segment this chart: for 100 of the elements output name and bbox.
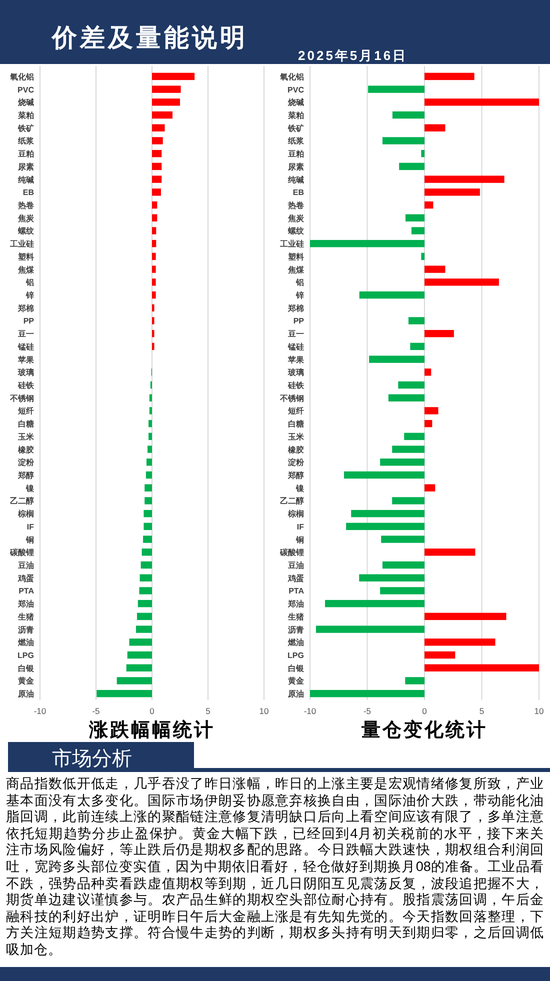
y-tick-label: 螺纹 <box>17 226 34 236</box>
bar <box>142 548 152 556</box>
y-tick-label: 铁矿 <box>17 122 34 133</box>
y-tick-label: IF <box>296 522 304 532</box>
y-tick-label: 郑棉 <box>287 304 304 313</box>
y-tick-label: PTA <box>288 586 304 596</box>
y-tick-label: 玻璃 <box>17 367 34 378</box>
text: 量仓变化统计 <box>360 719 488 741</box>
y-tick-label: 豆粕 <box>287 150 304 159</box>
bar <box>381 536 424 543</box>
bar <box>152 150 162 158</box>
bar <box>359 291 424 299</box>
y-tick-label: 橡胶 <box>287 445 304 454</box>
y-tick-label: 焦炭 <box>287 214 305 223</box>
y-tick-label: 乙二醇 <box>10 496 34 506</box>
bar <box>424 484 436 492</box>
y-tick-label: EB <box>292 188 304 198</box>
bar <box>424 124 446 132</box>
bar <box>421 252 424 260</box>
y-tick-label: 黄金 <box>287 676 305 686</box>
y-tick-label: 塑料 <box>287 251 304 262</box>
bar <box>424 72 474 80</box>
y-tick-label: 纯碱 <box>17 175 34 184</box>
y-tick-label: 棕榈 <box>17 510 34 519</box>
y-tick-label: 纸浆 <box>287 136 304 146</box>
y-tick-label: 锌 <box>295 291 304 300</box>
y-tick-label: PVC <box>18 85 34 94</box>
bar <box>392 111 424 119</box>
y-tick-label: 镍 <box>25 484 35 493</box>
bar <box>152 124 165 132</box>
bar <box>410 342 424 350</box>
y-tick-label: 纸浆 <box>17 136 34 146</box>
y-tick-label: 螺纹 <box>287 226 304 236</box>
bar <box>424 664 539 672</box>
bar <box>152 188 161 196</box>
bar <box>148 432 152 440</box>
bar <box>424 98 539 106</box>
y-tick-label: 焦煤 <box>287 265 305 274</box>
x-tick-label: -5 <box>363 706 372 716</box>
bar <box>149 407 152 414</box>
bar <box>392 446 424 453</box>
bar <box>398 381 424 389</box>
y-tick-label: 燃油 <box>287 638 304 648</box>
bar <box>380 587 424 594</box>
y-tick-label: 乙二醇 <box>280 496 304 506</box>
y-tick-label: 苹果 <box>287 355 305 364</box>
y-tick-label: 沥青 <box>17 625 34 634</box>
y-tick-label: 沥青 <box>287 625 304 634</box>
bar <box>146 471 152 479</box>
y-tick-label: 碳酸锂 <box>279 548 304 558</box>
bar <box>152 278 156 286</box>
bar <box>424 266 446 273</box>
y-tick-label: 黄金 <box>17 676 35 686</box>
bar <box>144 497 152 504</box>
y-tick-label: 烧碱 <box>17 98 34 108</box>
y-tick-label: 苹果 <box>17 355 35 364</box>
bar <box>152 227 156 234</box>
bar <box>152 240 156 248</box>
y-tick-label: 郑棉 <box>17 304 34 313</box>
bar <box>152 291 156 299</box>
y-tick-label: 玻璃 <box>287 367 304 378</box>
y-tick-label: LPG <box>18 651 34 660</box>
y-tick-label: 白银 <box>18 664 35 673</box>
bar <box>127 651 152 659</box>
y-tick-label: 橡胶 <box>17 445 34 454</box>
y-tick-label: 尿素 <box>17 162 34 172</box>
y-tick-label: 锌 <box>25 291 34 300</box>
y-tick-label: 工业硅 <box>9 240 34 249</box>
y-tick-label: 工业硅 <box>279 240 304 249</box>
y-tick-label: 短纤 <box>287 406 304 416</box>
bar <box>424 548 476 556</box>
bar <box>139 587 152 594</box>
y-tick-label: 硅铁 <box>287 381 305 390</box>
y-tick-label: 铁矿 <box>287 122 304 133</box>
bar <box>344 471 424 479</box>
y-tick-label: PVC <box>288 85 304 94</box>
bar <box>152 137 163 144</box>
y-tick-label: 硅铁 <box>17 381 35 390</box>
y-tick-label: 锰硅 <box>287 342 304 352</box>
bar <box>369 356 424 363</box>
bar <box>152 176 162 183</box>
y-tick-label: 塑料 <box>17 251 34 262</box>
bar <box>408 317 424 324</box>
text: 市场分析 <box>52 748 132 770</box>
bar <box>424 407 438 414</box>
bar <box>424 201 434 209</box>
y-tick-label: 烧碱 <box>287 98 304 108</box>
bar <box>126 664 152 672</box>
bar <box>152 201 158 209</box>
bar <box>424 188 480 196</box>
y-tick-label: LPG <box>288 651 304 660</box>
bar <box>310 240 424 248</box>
bar <box>382 561 424 569</box>
bar <box>146 458 152 466</box>
bar <box>424 368 432 376</box>
y-tick-label: 玉米 <box>17 432 35 442</box>
y-tick-label: 氧化铝 <box>279 72 304 82</box>
y-tick-label: 不锈钢 <box>9 394 34 403</box>
y-tick-label: 不锈钢 <box>279 394 304 403</box>
x-tick-label: 5 <box>206 706 211 716</box>
